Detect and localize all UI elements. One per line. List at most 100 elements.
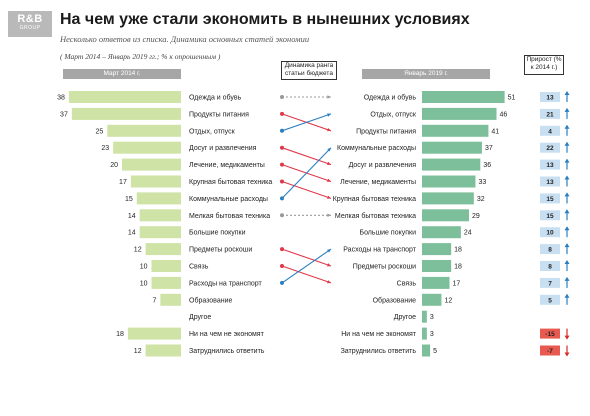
january-bar [422,91,505,103]
january-bar [422,175,476,188]
growth-cell [540,159,560,170]
march-bar [68,91,181,103]
march-bar [122,158,181,171]
january-bar [422,293,442,306]
january-category-label: Образование [373,296,416,304]
march-category-label: Досуг и развлечения [189,145,257,152]
growth-cell [540,142,560,153]
march-bar [145,243,181,256]
header-january-2019: Январь 2019 г. [362,69,490,79]
march-category-label: Коммунальные расходы [189,196,268,203]
january-category-label: Другое [394,314,416,321]
march-category-label: Расходы на транспорт [189,280,263,287]
arrow-up-head [564,276,570,281]
january-category-label: Мелкая бытовая техника [335,212,416,220]
january-bar [422,310,427,323]
march-value-label: 23 [101,145,109,152]
january-bar [422,124,489,137]
january-value-label: 32 [477,196,485,203]
header-rank-dynamics: Динамика ранга статьи бюджета [281,61,337,80]
january-value-label: 5 [433,348,437,355]
march-bar [151,276,181,289]
january-value-label: 46 [500,111,508,118]
arrow-up-head [564,209,570,214]
rank-link-up [281,113,332,132]
growth-cell [540,176,560,187]
march-category-label: Мелкая бытовая техника [189,212,270,220]
period-note: ( Март 2014 – Январь 2019 гг.; % к опрош… [60,52,221,61]
growth-value: 8 [548,247,552,254]
january-category-label: Затруднились ответить [341,348,417,355]
rank-link-down [281,265,332,284]
january-value-label: 18 [454,264,462,271]
march-value-label: 10 [140,264,148,271]
january-value-label: 18 [454,247,462,254]
january-category-label: Ни на чем не экономят [341,331,417,338]
january-value-label: 3 [430,331,434,338]
march-bar [139,209,181,222]
rank-dot [280,247,284,252]
growth-value: -15 [545,331,555,338]
rank-arrowhead [327,263,331,267]
rank-link-up [281,248,332,284]
arrow-up-head [564,124,570,129]
january-value-label: 3 [430,314,434,321]
january-category-label: Коммунальные расходы [337,145,416,152]
march-value-label: 25 [95,128,103,135]
january-bar [422,243,452,256]
growth-value: 15 [546,213,554,220]
january-bar [422,327,427,340]
january-category-label: Крупная бытовая техника [333,195,416,203]
january-bar [422,276,450,289]
arrow-up-head [564,175,570,180]
growth-cell [540,210,560,221]
arrow-down-head [564,335,570,340]
january-category-label: Лечение, медикаменты [340,179,416,186]
rank-link-down [281,180,332,199]
march-value-label: 14 [128,230,136,237]
rank-arrowhead [327,127,331,132]
rank-dot [280,280,284,285]
january-category-label: Отдых, отпуск [370,111,417,118]
march-bar [145,344,181,357]
january-category-label: Предметы роскоши [353,264,416,271]
january-value-label: 17 [453,280,461,287]
growth-cell [540,261,560,271]
march-value-label: 14 [128,213,136,220]
rank-dot [280,111,284,116]
growth-cell [540,345,560,356]
arrow-up-head [564,107,570,112]
march-bar [160,293,181,306]
january-value-label: 41 [491,128,499,135]
growth-value: -7 [547,348,553,355]
rank-dot [280,264,284,268]
growth-value: 4 [548,128,552,135]
logo: R&B GROUP [8,11,52,37]
march-bar [130,175,181,188]
january-value-label: 37 [485,145,493,152]
page-subtitle: Несколько ответов из списка. Динамика ос… [60,34,310,44]
arrow-up-head [564,91,570,95]
rank-dot [280,213,284,218]
arrow-up-head [564,243,570,248]
january-bar [422,107,497,120]
logo-line2: GROUP [19,25,41,31]
january-category-label: Досуг и развлечения [349,162,417,169]
growth-value: 10 [546,230,554,237]
rank-arrowhead [327,161,331,166]
march-bar [113,141,181,154]
arrow-up-head [564,192,570,197]
rank-dot [280,179,284,184]
march-bar [136,192,181,205]
march-value-label: 7 [152,297,156,304]
arrow-down-head [564,352,570,357]
march-value-label: 20 [110,162,118,169]
march-category-label: Другое [189,314,211,321]
growth-cell [540,125,560,136]
rank-dot [280,128,284,133]
january-value-label: 51 [508,95,516,102]
growth-value: 15 [546,196,554,203]
march-category-label: Связь [189,264,209,271]
growth-value: 8 [548,264,552,271]
march-value-label: 17 [119,179,127,186]
